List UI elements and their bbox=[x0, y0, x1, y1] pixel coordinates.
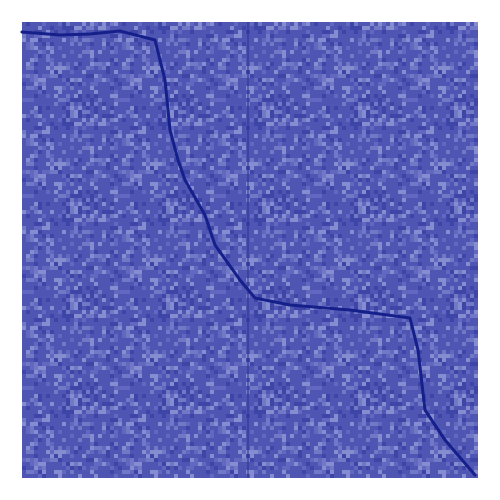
path-line bbox=[20, 29, 477, 477]
noise-field bbox=[22, 22, 478, 478]
